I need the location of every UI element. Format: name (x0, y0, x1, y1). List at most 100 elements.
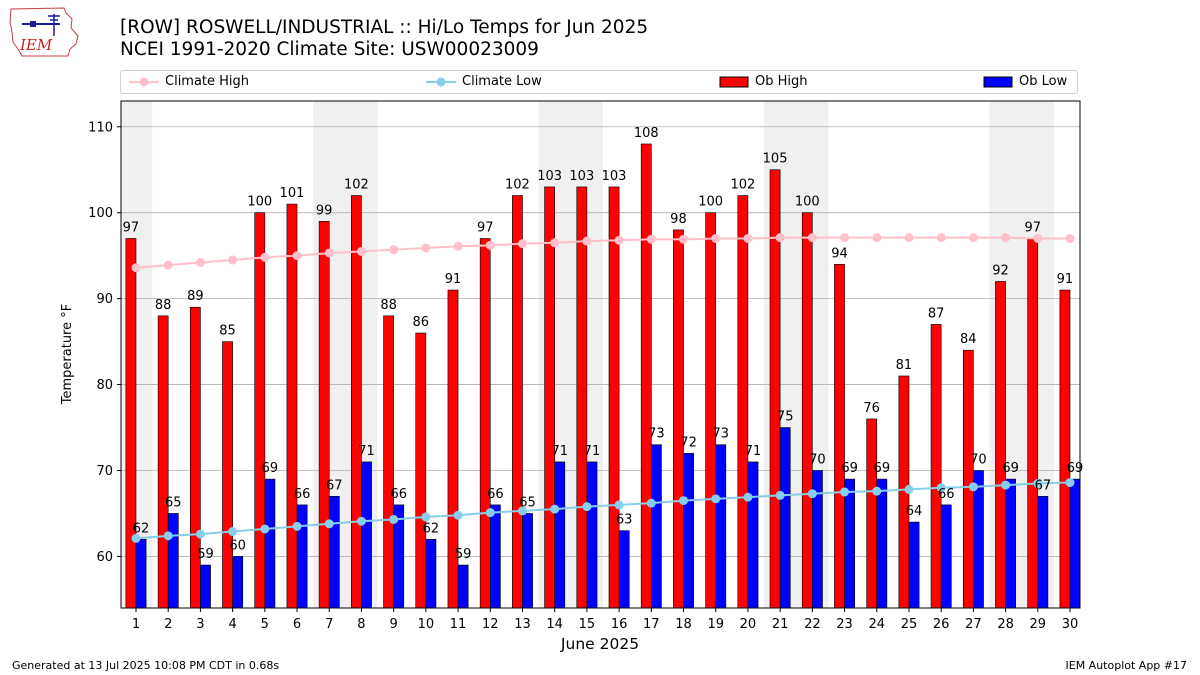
point-climate-high (485, 240, 495, 250)
data-label-ob-low: 62 (423, 521, 440, 536)
data-label-ob-low: 59 (197, 547, 214, 562)
data-label-ob-high: 97 (477, 220, 494, 235)
bar-ob-high (512, 195, 523, 609)
point-climate-high (872, 233, 882, 243)
point-climate-low (646, 498, 656, 508)
bar-ob-high (157, 315, 169, 609)
data-label-ob-high: 97 (123, 220, 140, 235)
point-climate-low (936, 483, 946, 493)
bar-ob-high (415, 332, 427, 609)
x-tick-label: 10 (418, 617, 435, 632)
data-label-ob-low: 71 (551, 444, 568, 459)
bar-ob-low (135, 538, 147, 609)
legend-label-climate-low: Climate Low (462, 74, 542, 89)
data-label-ob-low: 70 (809, 453, 826, 468)
bar-ob-high (351, 195, 362, 609)
point-climate-low (1001, 480, 1011, 490)
x-tick-label: 2 (164, 617, 172, 632)
data-label-ob-high: 86 (413, 315, 430, 330)
bar-ob-low (328, 495, 340, 609)
point-climate-high (1065, 233, 1075, 243)
x-tick-label: 22 (804, 617, 821, 632)
data-label-ob-low: 71 (745, 444, 762, 459)
point-climate-high (711, 233, 721, 243)
x-tick-label: 7 (325, 617, 333, 632)
y-axis-label: Temperature °F (60, 304, 75, 405)
data-label-ob-high: 91 (445, 272, 462, 287)
point-climate-low (324, 519, 334, 529)
point-climate-low (453, 510, 463, 520)
data-label-ob-low: 69 (841, 461, 858, 476)
point-climate-high (1033, 233, 1043, 243)
iem-logo: IEM (9, 7, 79, 57)
x-tick-label: 29 (1030, 617, 1047, 632)
point-climate-low (517, 506, 527, 516)
bar-ob-low (1069, 478, 1081, 609)
x-tick-label: 20 (740, 617, 757, 632)
legend-item-climate-low: Climate Low (426, 74, 542, 89)
bar-ob-high (673, 229, 684, 609)
data-label-ob-low: 66 (294, 487, 311, 502)
x-tick-label: 5 (261, 617, 269, 632)
bar-ob-high (479, 238, 491, 609)
point-climate-high (131, 263, 141, 273)
point-climate-high (968, 233, 978, 243)
point-climate-low (228, 527, 238, 537)
bar-ob-high (189, 306, 201, 609)
point-climate-low (840, 487, 850, 497)
legend-item-climate-high: Climate High (129, 74, 249, 89)
point-climate-low (195, 529, 205, 539)
bar-ob-low (361, 461, 372, 609)
y-tick-label: 90 (96, 292, 113, 307)
climate-lines (131, 233, 1075, 543)
x-tick-label: 8 (357, 617, 365, 632)
x-tick-label: 15 (579, 617, 596, 632)
point-climate-high (195, 258, 205, 268)
point-climate-high (614, 235, 624, 245)
data-label-ob-high: 100 (247, 195, 272, 210)
point-climate-low (807, 489, 817, 499)
data-label-ob-low: 62 (133, 521, 150, 536)
y-tick-label: 80 (96, 378, 113, 393)
point-climate-low (485, 508, 495, 518)
point-climate-high (453, 241, 463, 251)
point-climate-high (679, 234, 689, 244)
data-label-ob-low: 69 (262, 461, 279, 476)
point-climate-high (936, 233, 946, 243)
data-label-ob-low: 65 (519, 495, 536, 510)
point-climate-high (550, 238, 560, 248)
bar-ob-high (125, 238, 137, 609)
chart-title: [ROW] ROSWELL/INDUSTRIAL :: Hi/Lo Temps … (120, 17, 649, 38)
x-tick-label: 24 (868, 617, 885, 632)
data-label-ob-high: 91 (1057, 272, 1074, 287)
bar-ob-high (801, 212, 813, 609)
bar-ob-low (683, 453, 694, 609)
point-climate-high (389, 245, 399, 255)
bar-ob-low (200, 564, 211, 609)
data-label-ob-low: 60 (229, 538, 246, 553)
data-label-ob-low: 67 (326, 478, 343, 493)
bar-ob-high (705, 212, 717, 609)
data-label-ob-low: 66 (390, 487, 407, 502)
data-label-ob-high: 105 (763, 152, 788, 167)
data-label-ob-low: 75 (777, 410, 794, 425)
point-climate-low (1065, 478, 1075, 488)
x-tick-label: 6 (293, 617, 301, 632)
data-label-ob-high: 94 (831, 246, 848, 261)
bar-ob-low (232, 556, 244, 609)
data-label-ob-high: 108 (634, 126, 659, 141)
x-tick-label: 17 (643, 617, 660, 632)
bar-ob-low (973, 470, 984, 609)
footer-app: IEM Autoplot App #17 (1065, 659, 1188, 672)
bar-ob-low (489, 504, 501, 609)
legend: Climate High Climate Low Ob High Ob Low (120, 70, 1078, 94)
legend-line-pink-icon (129, 77, 159, 86)
bar-ob-high (834, 263, 845, 609)
point-climate-low (292, 521, 302, 531)
data-label-ob-high: 100 (698, 195, 723, 210)
point-climate-low (614, 500, 624, 510)
bar-ob-low (264, 478, 276, 609)
grid-lines (121, 126, 1080, 557)
